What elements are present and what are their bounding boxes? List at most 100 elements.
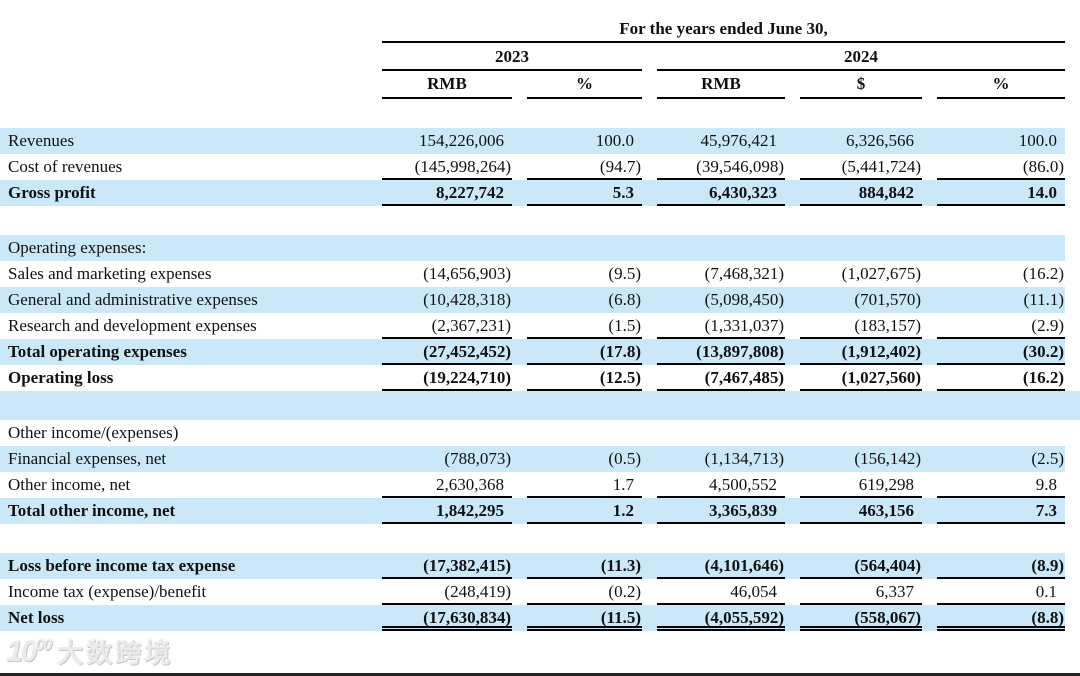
value-cell: (17,382,415) <box>382 553 512 579</box>
row-label: Other income/(expenses) <box>8 423 179 442</box>
value-cell: (14,656,903) <box>423 264 511 283</box>
value-cell: 1.7 <box>527 472 642 498</box>
table-row: Revenues 154,226,006 100.0 45,976,421 6,326,… <box>0 128 1065 154</box>
value-cell: 100.0 <box>1018 131 1057 150</box>
value-cell: (1,912,402) <box>800 339 922 365</box>
row-label: Operating expenses: <box>8 238 147 257</box>
col-header-rmb-2023: RMB <box>382 71 512 99</box>
value-cell <box>657 420 785 446</box>
value-cell: (94.7) <box>527 154 642 180</box>
row-label: Cost of revenues <box>8 157 123 176</box>
table-header: For the years ended June 30, 2023 2024 R… <box>0 16 1080 99</box>
value-cell: (5,098,450) <box>704 290 784 309</box>
value-cell: (8.8) <box>937 605 1065 631</box>
table-row: Cost of revenues (145,998,264) (94.7) (39,5… <box>0 154 1065 180</box>
value-cell <box>800 420 922 446</box>
value-cell: (39,546,098) <box>657 154 785 180</box>
value-cell: 45,976,421 <box>700 131 778 150</box>
value-cell <box>800 235 922 261</box>
header-spacer-cell <box>0 43 367 71</box>
value-cell: (10,428,318) <box>423 290 511 309</box>
value-cell: (11.3) <box>527 553 642 579</box>
row-label: Total other income, net <box>8 501 176 520</box>
table-body: Revenues 154,226,006 100.0 45,976,421 6,326,… <box>0 128 1080 631</box>
value-cell: 619,298 <box>800 472 922 498</box>
value-cell <box>937 235 1065 261</box>
value-cell: 3,365,839 <box>657 498 785 524</box>
value-cell: 8,227,742 <box>382 180 512 206</box>
value-cell: (7,468,321) <box>704 264 784 283</box>
value-cell: (17.8) <box>527 339 642 365</box>
value-cell: 14.0 <box>937 180 1065 206</box>
row-label: Research and development expenses <box>8 316 257 335</box>
table-row: Research and development expenses (2,367,… <box>0 313 1065 339</box>
financial-statement-page: For the years ended June 30, 2023 2024 R… <box>0 16 1080 676</box>
row-label: Income tax (expense)/benefit <box>8 582 207 601</box>
value-cell: (248,419) <box>382 579 512 605</box>
value-cell: (788,073) <box>444 449 511 468</box>
value-cell: (86.0) <box>937 154 1065 180</box>
col-header-rmb-2024: RMB <box>657 71 785 99</box>
value-cell: (0.5) <box>608 449 641 468</box>
table-row: Operating loss (19,224,710) (12.5) (7,467,4… <box>0 365 1065 391</box>
value-cell: (30.2) <box>937 339 1065 365</box>
spacer-row <box>0 524 1080 553</box>
table-row: Other income, net 2,630,368 1.7 4,500,552 61… <box>0 472 1065 498</box>
value-cell: (17,630,834) <box>382 605 512 631</box>
value-cell <box>657 235 785 261</box>
row-label: Net loss <box>8 608 65 627</box>
table-row: Financial expenses, net (788,073) (0.5) (1,… <box>0 446 1065 472</box>
value-cell: (13,897,808) <box>657 339 785 365</box>
header-years-row: 2023 2024 <box>0 43 1065 71</box>
value-cell: (145,998,264) <box>382 154 512 180</box>
value-cell: 463,156 <box>800 498 922 524</box>
row-label: Financial expenses, net <box>8 449 167 468</box>
value-cell <box>382 420 512 446</box>
table-row: Gross profit 8,227,742 5.3 6,430,323 884,842… <box>0 180 1065 206</box>
value-cell: (6.8) <box>608 290 641 309</box>
value-cell: (1,027,560) <box>800 365 922 391</box>
brand-logo-icon: 1000 <box>6 634 52 669</box>
value-cell: (4,055,592) <box>657 605 785 631</box>
value-cell: (4,101,646) <box>657 553 785 579</box>
value-cell: (7,467,485) <box>657 365 785 391</box>
value-cell: (11.1) <box>1023 290 1064 309</box>
brand-logo-superscript: 00 <box>35 636 52 654</box>
value-cell: 9.8 <box>937 472 1065 498</box>
row-label: Operating loss <box>8 368 114 387</box>
col-header-pct-2023: % <box>527 71 642 99</box>
value-cell: (8.9) <box>937 553 1065 579</box>
row-label: General and administrative expenses <box>8 290 258 309</box>
value-cell: (1,027,675) <box>841 264 921 283</box>
col-header-pct-2024: % <box>937 71 1065 99</box>
year-group-2023: 2023 <box>382 43 642 71</box>
value-cell: 100.0 <box>595 131 634 150</box>
value-cell: 6,337 <box>800 579 922 605</box>
row-label: Gross profit <box>8 183 96 202</box>
value-cell: (156,142) <box>854 449 921 468</box>
table-row: Operating expenses: <box>0 235 1065 261</box>
value-cell: 154,226,006 <box>419 131 504 150</box>
value-cell: 2,630,368 <box>382 472 512 498</box>
table-row: Total operating expenses (27,452,452) (17.… <box>0 339 1065 365</box>
value-cell: (1,134,713) <box>704 449 784 468</box>
spacer-row <box>0 206 1080 235</box>
header-spacer-cell <box>0 71 367 99</box>
value-cell: 884,842 <box>800 180 922 206</box>
value-cell: (0.2) <box>527 579 642 605</box>
brand-logo-number: 10 <box>6 634 37 668</box>
table-row: General and administrative expenses (10,4… <box>0 287 1065 313</box>
table-row: Loss before income tax expense (17,382,41… <box>0 553 1065 579</box>
value-cell: (2.5) <box>1031 449 1064 468</box>
spacer-row <box>0 391 1080 420</box>
value-cell: (9.5) <box>608 264 641 283</box>
value-cell: 1.2 <box>527 498 642 524</box>
row-label: Revenues <box>8 131 75 150</box>
table-row: Net loss (17,630,834) (11.5) (4,055,592) (55… <box>0 605 1065 631</box>
value-cell <box>937 420 1065 446</box>
value-cell: (5,441,724) <box>800 154 922 180</box>
value-cell: (16.2) <box>1022 264 1064 283</box>
value-cell: 5.3 <box>527 180 642 206</box>
value-cell: (2,367,231) <box>382 313 512 339</box>
col-header-usd-2024: $ <box>800 71 922 99</box>
